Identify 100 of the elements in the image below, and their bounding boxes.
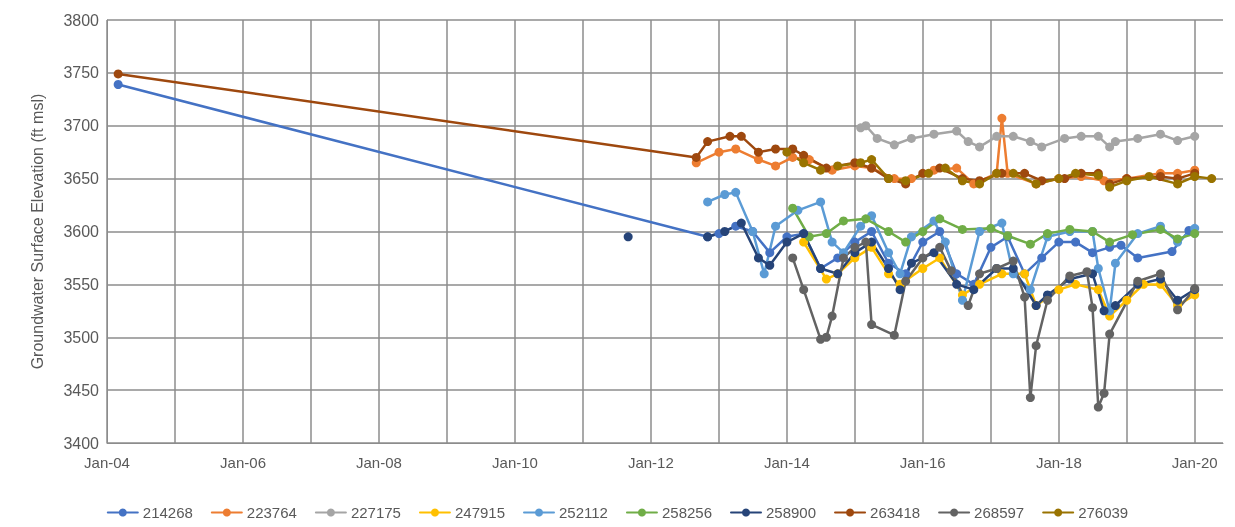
point: [1155, 129, 1165, 139]
point: [1093, 285, 1103, 295]
point: [889, 330, 899, 340]
legend-label: 268597: [974, 504, 1025, 521]
point: [691, 152, 701, 162]
legend-label: 223764: [246, 504, 297, 521]
point: [889, 140, 899, 150]
x-tick-label: Jan-06: [220, 454, 266, 471]
point: [1099, 306, 1109, 316]
point: [1037, 142, 1047, 152]
point: [952, 126, 962, 136]
point: [946, 266, 956, 276]
point: [861, 237, 871, 247]
y-tick-label: 3450: [63, 381, 100, 399]
point: [782, 147, 792, 157]
legend-label: 276039: [1078, 504, 1129, 521]
point: [872, 133, 882, 143]
point: [771, 221, 781, 231]
point: [1155, 172, 1165, 182]
point: [918, 227, 928, 236]
point: [940, 163, 950, 173]
point: [986, 242, 996, 252]
point: [952, 163, 962, 173]
point: [1025, 137, 1035, 147]
point: [703, 137, 713, 147]
point: [924, 168, 934, 178]
x-tick-label: Jan-04: [84, 454, 130, 471]
y-tick-label: 3550: [63, 275, 100, 293]
point: [957, 224, 967, 234]
legend-label: 214268: [142, 504, 193, 521]
legend-label: 258256: [661, 504, 713, 521]
point: [1173, 305, 1183, 315]
point: [1093, 264, 1103, 274]
x-tick-label: Jan-08: [355, 454, 402, 471]
x-tick-label: Jan-10: [492, 454, 538, 471]
x-tick-label: Jan-18: [1035, 454, 1082, 471]
point: [856, 158, 866, 168]
y-tick-label: 3650: [63, 170, 100, 188]
y-tick-label: 3500: [63, 328, 100, 346]
point: [850, 242, 860, 252]
point: [788, 253, 798, 263]
point: [821, 332, 831, 342]
point: [1008, 131, 1018, 141]
point: [1025, 239, 1035, 249]
point: [935, 227, 945, 236]
point: [969, 285, 979, 295]
point: [1116, 240, 1126, 250]
point: [799, 285, 809, 295]
point: [1190, 131, 1200, 141]
point: [918, 237, 928, 247]
legend-label: 258900: [766, 504, 817, 521]
point: [1167, 247, 1177, 257]
point: [731, 144, 741, 154]
point: [720, 227, 730, 236]
point: [935, 242, 945, 252]
point: [906, 232, 916, 242]
point: [1031, 341, 1041, 351]
point: [975, 269, 985, 279]
point: [1173, 136, 1183, 146]
point: [861, 214, 871, 224]
point: [1088, 248, 1098, 258]
point: [821, 229, 831, 239]
point: [1076, 131, 1086, 141]
point: [906, 258, 916, 268]
point: [895, 285, 905, 295]
point: [1105, 329, 1115, 339]
point: [918, 264, 928, 274]
point: [1110, 301, 1120, 311]
point: [1133, 133, 1143, 143]
point: [1110, 258, 1120, 268]
point: [1020, 168, 1030, 178]
point: [986, 223, 996, 233]
point: [799, 158, 809, 168]
point: [997, 113, 1007, 123]
point: [827, 237, 837, 247]
point: [771, 161, 781, 171]
point: [1133, 253, 1143, 263]
legend-label: 263418: [870, 504, 921, 521]
point: [1071, 237, 1081, 247]
y-axis-title: Groundwater Surface Elevation (ft msl): [28, 93, 46, 370]
point: [1155, 269, 1165, 279]
x-tick-label: Jan-12: [627, 454, 674, 471]
point: [839, 216, 848, 226]
y-tick-label: 3800: [63, 11, 100, 29]
point: [940, 237, 950, 247]
point: [623, 232, 633, 242]
point: [884, 227, 894, 236]
point: [975, 279, 985, 289]
point: [935, 214, 945, 224]
point: [1071, 279, 1081, 289]
point: [1099, 388, 1109, 398]
point: [1173, 179, 1183, 189]
point: [1207, 174, 1217, 184]
point: [759, 269, 769, 279]
point: [1025, 285, 1035, 295]
point: [901, 237, 911, 247]
point: [714, 147, 724, 157]
point: [884, 264, 894, 274]
point: [963, 137, 973, 147]
point: [765, 248, 775, 258]
